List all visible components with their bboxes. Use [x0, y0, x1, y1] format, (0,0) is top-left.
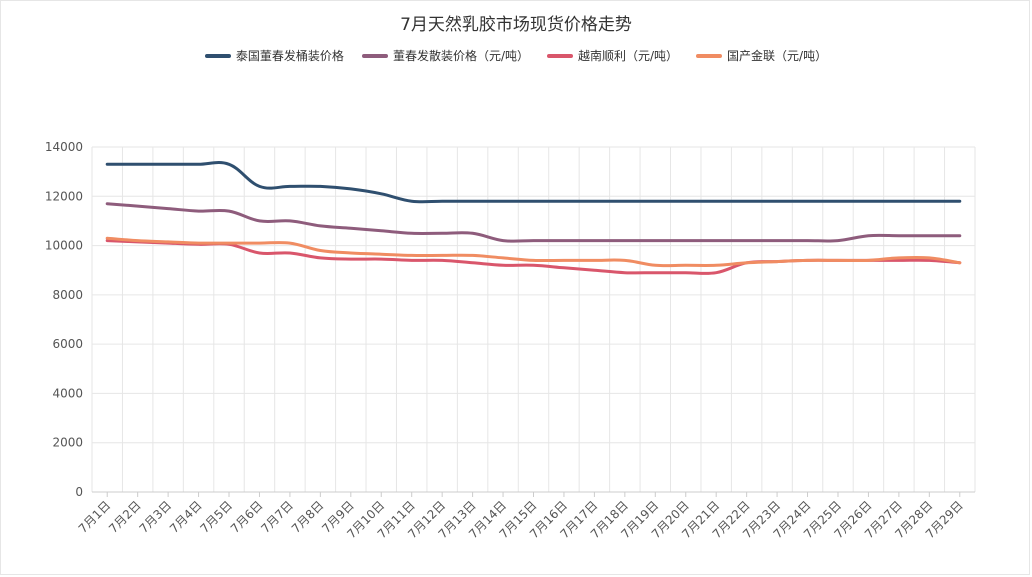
x-tick-label: 7月8日	[289, 498, 327, 536]
y-tick-label: 12000	[45, 189, 83, 203]
legend-item-4[interactable]: 国产金联（元/吨）	[696, 47, 827, 64]
x-tick-label: 7月2日	[106, 498, 144, 536]
y-tick-label: 8000	[52, 288, 83, 302]
legend-swatch	[546, 53, 573, 58]
legend-label: 泰国董春发桶装价格	[235, 49, 344, 63]
y-tick-label: 4000	[52, 386, 83, 400]
series-line-1	[105, 161, 962, 204]
x-tick-label: 7月6日	[228, 498, 266, 536]
series-line-2	[105, 202, 962, 243]
legend-item-2[interactable]: 董春发散装价格（元/吨）	[361, 47, 529, 64]
x-tick-label: 7月4日	[167, 498, 205, 536]
legend-swatch	[204, 53, 231, 58]
chart-title: 7月天然乳胶市场现货价格走势	[400, 15, 632, 35]
legend-swatch	[696, 53, 723, 58]
x-tick-label: 7月1日	[76, 498, 114, 536]
y-tick-label: 2000	[52, 436, 83, 450]
legend-label: 越南顺利（元/吨）	[577, 49, 679, 63]
legend-item-1[interactable]: 泰国董春发桶装价格	[204, 47, 344, 64]
legend-label: 国产金联（元/吨）	[727, 49, 828, 63]
legend-swatch	[361, 53, 388, 58]
y-tick-label: 14000	[45, 140, 83, 154]
legend: 泰国董春发桶装价格 董春发散装价格（元/吨） 越南顺利（元/吨） 国产金联（元/吨）	[0, 47, 1032, 64]
legend-item-3[interactable]: 越南顺利（元/吨）	[546, 47, 679, 64]
y-tick-label: 0	[75, 485, 83, 499]
x-tick-label: 7月3日	[137, 498, 175, 536]
y-tick-label: 6000	[52, 337, 83, 351]
legend-label: 董春发散装价格（元/吨）	[392, 49, 529, 63]
y-tick-label: 10000	[45, 239, 83, 253]
x-tick-label: 7月5日	[197, 498, 235, 536]
x-tick-label: 7月7日	[258, 498, 296, 536]
series-line-4	[105, 236, 962, 268]
